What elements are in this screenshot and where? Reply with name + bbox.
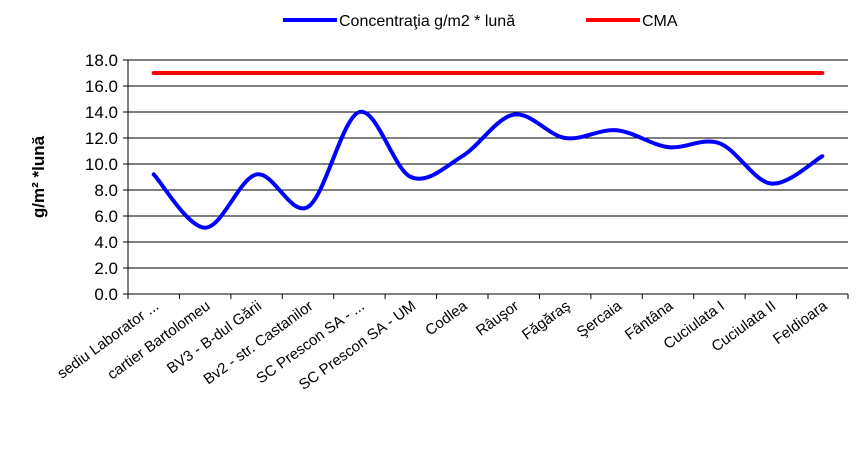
x-category-label: Şercaia [574, 297, 626, 341]
y-tick-label: 18.0 [85, 51, 118, 70]
y-tick-label: 10.0 [85, 155, 118, 174]
series-lines [151, 71, 825, 230]
y-tick-label: 12.0 [85, 129, 118, 148]
legend: Concentraţia g/m2 * lună CMA [283, 13, 678, 30]
gridlines [128, 59, 848, 269]
y-tick-label: 0.0 [94, 285, 118, 304]
y-tick-label: 8.0 [94, 181, 118, 200]
y-tick-label: 2.0 [94, 259, 118, 278]
y-axis-label: g/m² *lună [29, 135, 48, 218]
y-tick-label: 4.0 [94, 233, 118, 252]
y-axis-ticks: 0.0 2.0 4.0 6.0 8.0 10.0 12.0 14.0 16.0 18.0 [85, 51, 128, 304]
axes [127, 60, 849, 299]
x-category-label: Codlea [422, 297, 471, 339]
x-category-label: Feldioara [770, 297, 831, 348]
x-axis-categories: sediu Laborator ...cartier BartolomeuBV3… [54, 297, 831, 393]
legend-label: Concentraţia g/m2 * lună [339, 13, 515, 30]
x-category-label: Făgăraş [519, 297, 574, 343]
y-tick-label: 14.0 [85, 103, 118, 122]
y-tick-label: 16.0 [85, 77, 118, 96]
legend-label: CMA [642, 13, 678, 30]
x-category-label: Râuşor [473, 297, 522, 339]
y-tick-label: 6.0 [94, 207, 118, 226]
series-line-0 [151, 109, 825, 230]
